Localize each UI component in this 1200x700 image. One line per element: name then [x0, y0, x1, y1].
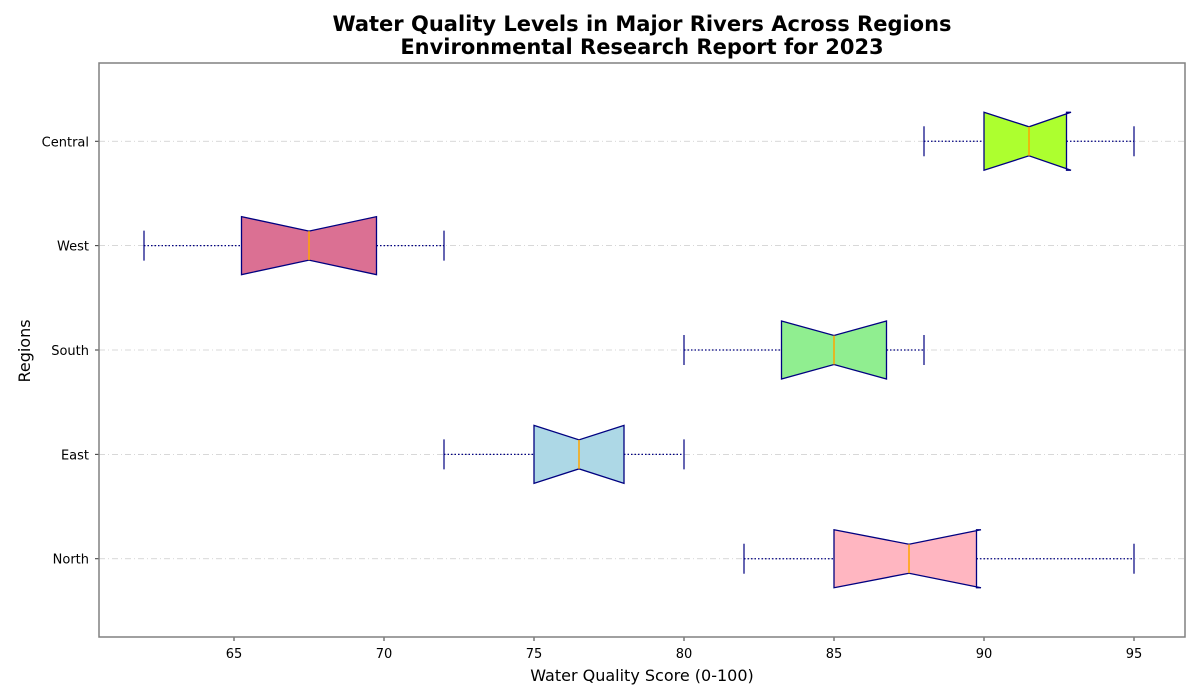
x-tick-label: 75 [526, 647, 543, 662]
box-west [143, 215, 445, 276]
box-south [683, 320, 925, 380]
y-tick-label: Central [42, 135, 89, 150]
y-tick-label: North [53, 553, 89, 568]
x-tick-label: 70 [376, 647, 393, 662]
x-tick-label: 85 [826, 647, 843, 662]
x-axis-label: Water Quality Score (0-100) [530, 666, 754, 685]
y-tick-label: West [57, 240, 89, 255]
chart-subtitle: Environmental Research Report for 2023 [400, 35, 883, 59]
box-central [923, 111, 1135, 172]
box-north [743, 528, 1135, 589]
chart-title: Water Quality Levels in Major Rivers Acr… [332, 12, 951, 36]
box-body [983, 111, 1072, 172]
x-tick-label: 65 [226, 647, 243, 662]
axes: North East South West Central 65 70 75 80 85 90 95 [42, 62, 1186, 662]
grid-lines [99, 140, 1185, 560]
box-east [443, 424, 685, 485]
y-axis-label: Regions [15, 319, 34, 382]
y-tick-label: East [61, 448, 89, 463]
x-tick-label: 80 [676, 647, 693, 662]
box-body [833, 528, 982, 589]
boxes [143, 111, 1135, 589]
x-tick-label: 95 [1126, 647, 1143, 662]
y-tick-label: South [51, 344, 89, 359]
x-tick-label: 90 [976, 647, 993, 662]
plot-frame [98, 62, 1186, 638]
